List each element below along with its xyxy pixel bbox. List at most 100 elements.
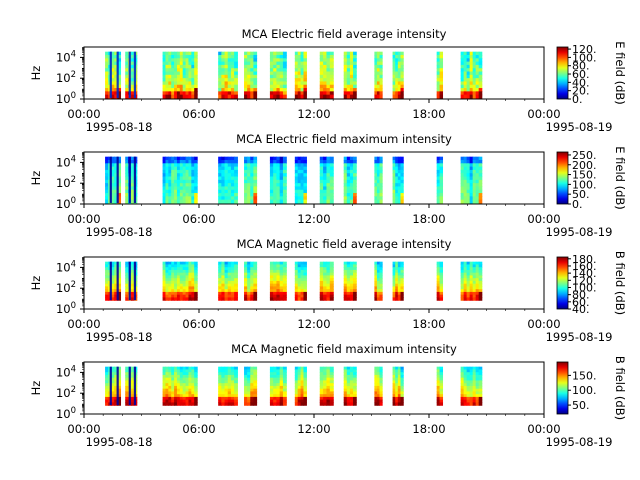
colorbar-tick-label: 80. [572, 289, 590, 302]
data-interval [218, 261, 238, 301]
colorbar [556, 151, 569, 205]
data-interval [125, 156, 138, 204]
data-interval [269, 261, 287, 301]
data-interval [105, 51, 122, 99]
x-date-label: 1995-08-19 [546, 435, 613, 449]
y-tick-label: 102 [56, 280, 76, 295]
colorbar-tick-label: 140. [572, 267, 597, 280]
data-interval [294, 366, 307, 406]
x-date-label: 1995-08-19 [546, 120, 613, 134]
data-interval [162, 51, 198, 99]
x-tick-label: 06:00 [182, 212, 215, 226]
x-tick-label: 00:00 [67, 422, 100, 436]
data-interval [436, 261, 444, 301]
x-date-label: 1995-08-18 [86, 435, 153, 449]
x-tick-label: 00:00 [67, 317, 100, 331]
x-tick-label: 18:00 [412, 422, 445, 436]
x-tick-label: 12:00 [297, 422, 330, 436]
y-tick-label: 104 [56, 364, 76, 379]
colorbar-tick-label: 100. [572, 178, 597, 191]
x-date-label: 1995-08-18 [86, 225, 153, 239]
data-interval [105, 366, 122, 406]
y-tick-label: 104 [56, 154, 76, 169]
panel-1: MCA Electric field average intensity 100 1… [29, 27, 627, 134]
data-interval [218, 366, 238, 406]
data-interval [105, 261, 122, 301]
x-tick-label: 18:00 [412, 317, 445, 331]
x-tick-label: 00:00 [67, 107, 100, 121]
x-tick-label: 00:00 [527, 212, 560, 226]
y-tick-label: 104 [56, 259, 76, 274]
chart-title: MCA Magnetic field maximum intensity [231, 342, 457, 356]
data-interval [269, 156, 287, 204]
data-interval [460, 51, 483, 99]
data-interval [436, 156, 444, 204]
colorbar-tick-label: 100. [572, 384, 597, 397]
data-interval [125, 261, 138, 301]
data-interval [319, 51, 334, 99]
data-interval [294, 156, 307, 204]
chart-title: MCA Electric field maximum intensity [236, 132, 452, 146]
colorbar-label: E field (dB) [613, 146, 627, 210]
data-interval [294, 261, 307, 301]
colorbar [556, 46, 569, 100]
data-interval [343, 51, 357, 99]
colorbar-tick-label: 40. [572, 303, 590, 316]
colorbar-tick-label: 40. [572, 76, 590, 89]
y-tick-label: 100 [56, 91, 76, 106]
x-tick-label: 18:00 [412, 107, 445, 121]
data-interval [105, 156, 122, 204]
data-interval [436, 366, 444, 406]
data-interval [374, 51, 383, 99]
y-tick-label: 102 [56, 385, 76, 400]
data-interval [244, 156, 258, 204]
data-interval [374, 366, 383, 406]
data-interval [125, 366, 138, 406]
colorbar-tick-label: 120. [572, 274, 597, 287]
chart-title: MCA Magnetic field average intensity [237, 237, 452, 251]
data-interval [392, 156, 404, 204]
data-interval [218, 51, 238, 99]
panel-4: MCA Magnetic field maximum intensity 100 1… [29, 342, 627, 449]
data-interval [125, 51, 138, 99]
colorbar-tick-label: 60. [572, 68, 590, 81]
x-tick-label: 18:00 [412, 212, 445, 226]
x-tick-label: 06:00 [182, 317, 215, 331]
data-interval [162, 156, 198, 204]
y-axis-label: Hz [29, 381, 43, 396]
data-interval [374, 156, 383, 204]
data-interval [392, 261, 404, 301]
data-interval [436, 51, 444, 99]
y-tick-label: 100 [56, 196, 76, 211]
colorbar [556, 361, 569, 415]
colorbar-label: B field (dB) [613, 356, 627, 420]
colorbar-tick-label: 20. [572, 85, 590, 98]
data-interval [460, 156, 483, 204]
data-interval [374, 261, 383, 301]
colorbar-tick-label: 50. [572, 188, 590, 201]
data-interval [343, 366, 357, 406]
data-interval [392, 366, 404, 406]
y-axis-label: Hz [29, 276, 43, 291]
x-date-label: 1995-08-19 [546, 225, 613, 239]
data-interval [294, 51, 307, 99]
colorbar-tick-label: 120. [572, 43, 597, 56]
colorbar-tick-label: 0. [572, 93, 583, 106]
chart-title: MCA Electric field average intensity [242, 27, 447, 41]
data-interval [343, 156, 357, 204]
colorbar-tick-label: 60. [572, 296, 590, 309]
data-interval [343, 261, 357, 301]
y-axis-label: Hz [29, 66, 43, 81]
colorbar [556, 256, 569, 310]
colorbar-tick-label: 160. [572, 260, 597, 273]
x-tick-label: 00:00 [67, 212, 100, 226]
colorbar-tick-label: 150. [572, 369, 597, 382]
y-tick-label: 102 [56, 175, 76, 190]
y-tick-label: 100 [56, 301, 76, 316]
y-tick-label: 100 [56, 406, 76, 421]
x-tick-label: 00:00 [527, 422, 560, 436]
data-interval [244, 366, 258, 406]
x-tick-label: 00:00 [527, 317, 560, 331]
data-interval [244, 261, 258, 301]
